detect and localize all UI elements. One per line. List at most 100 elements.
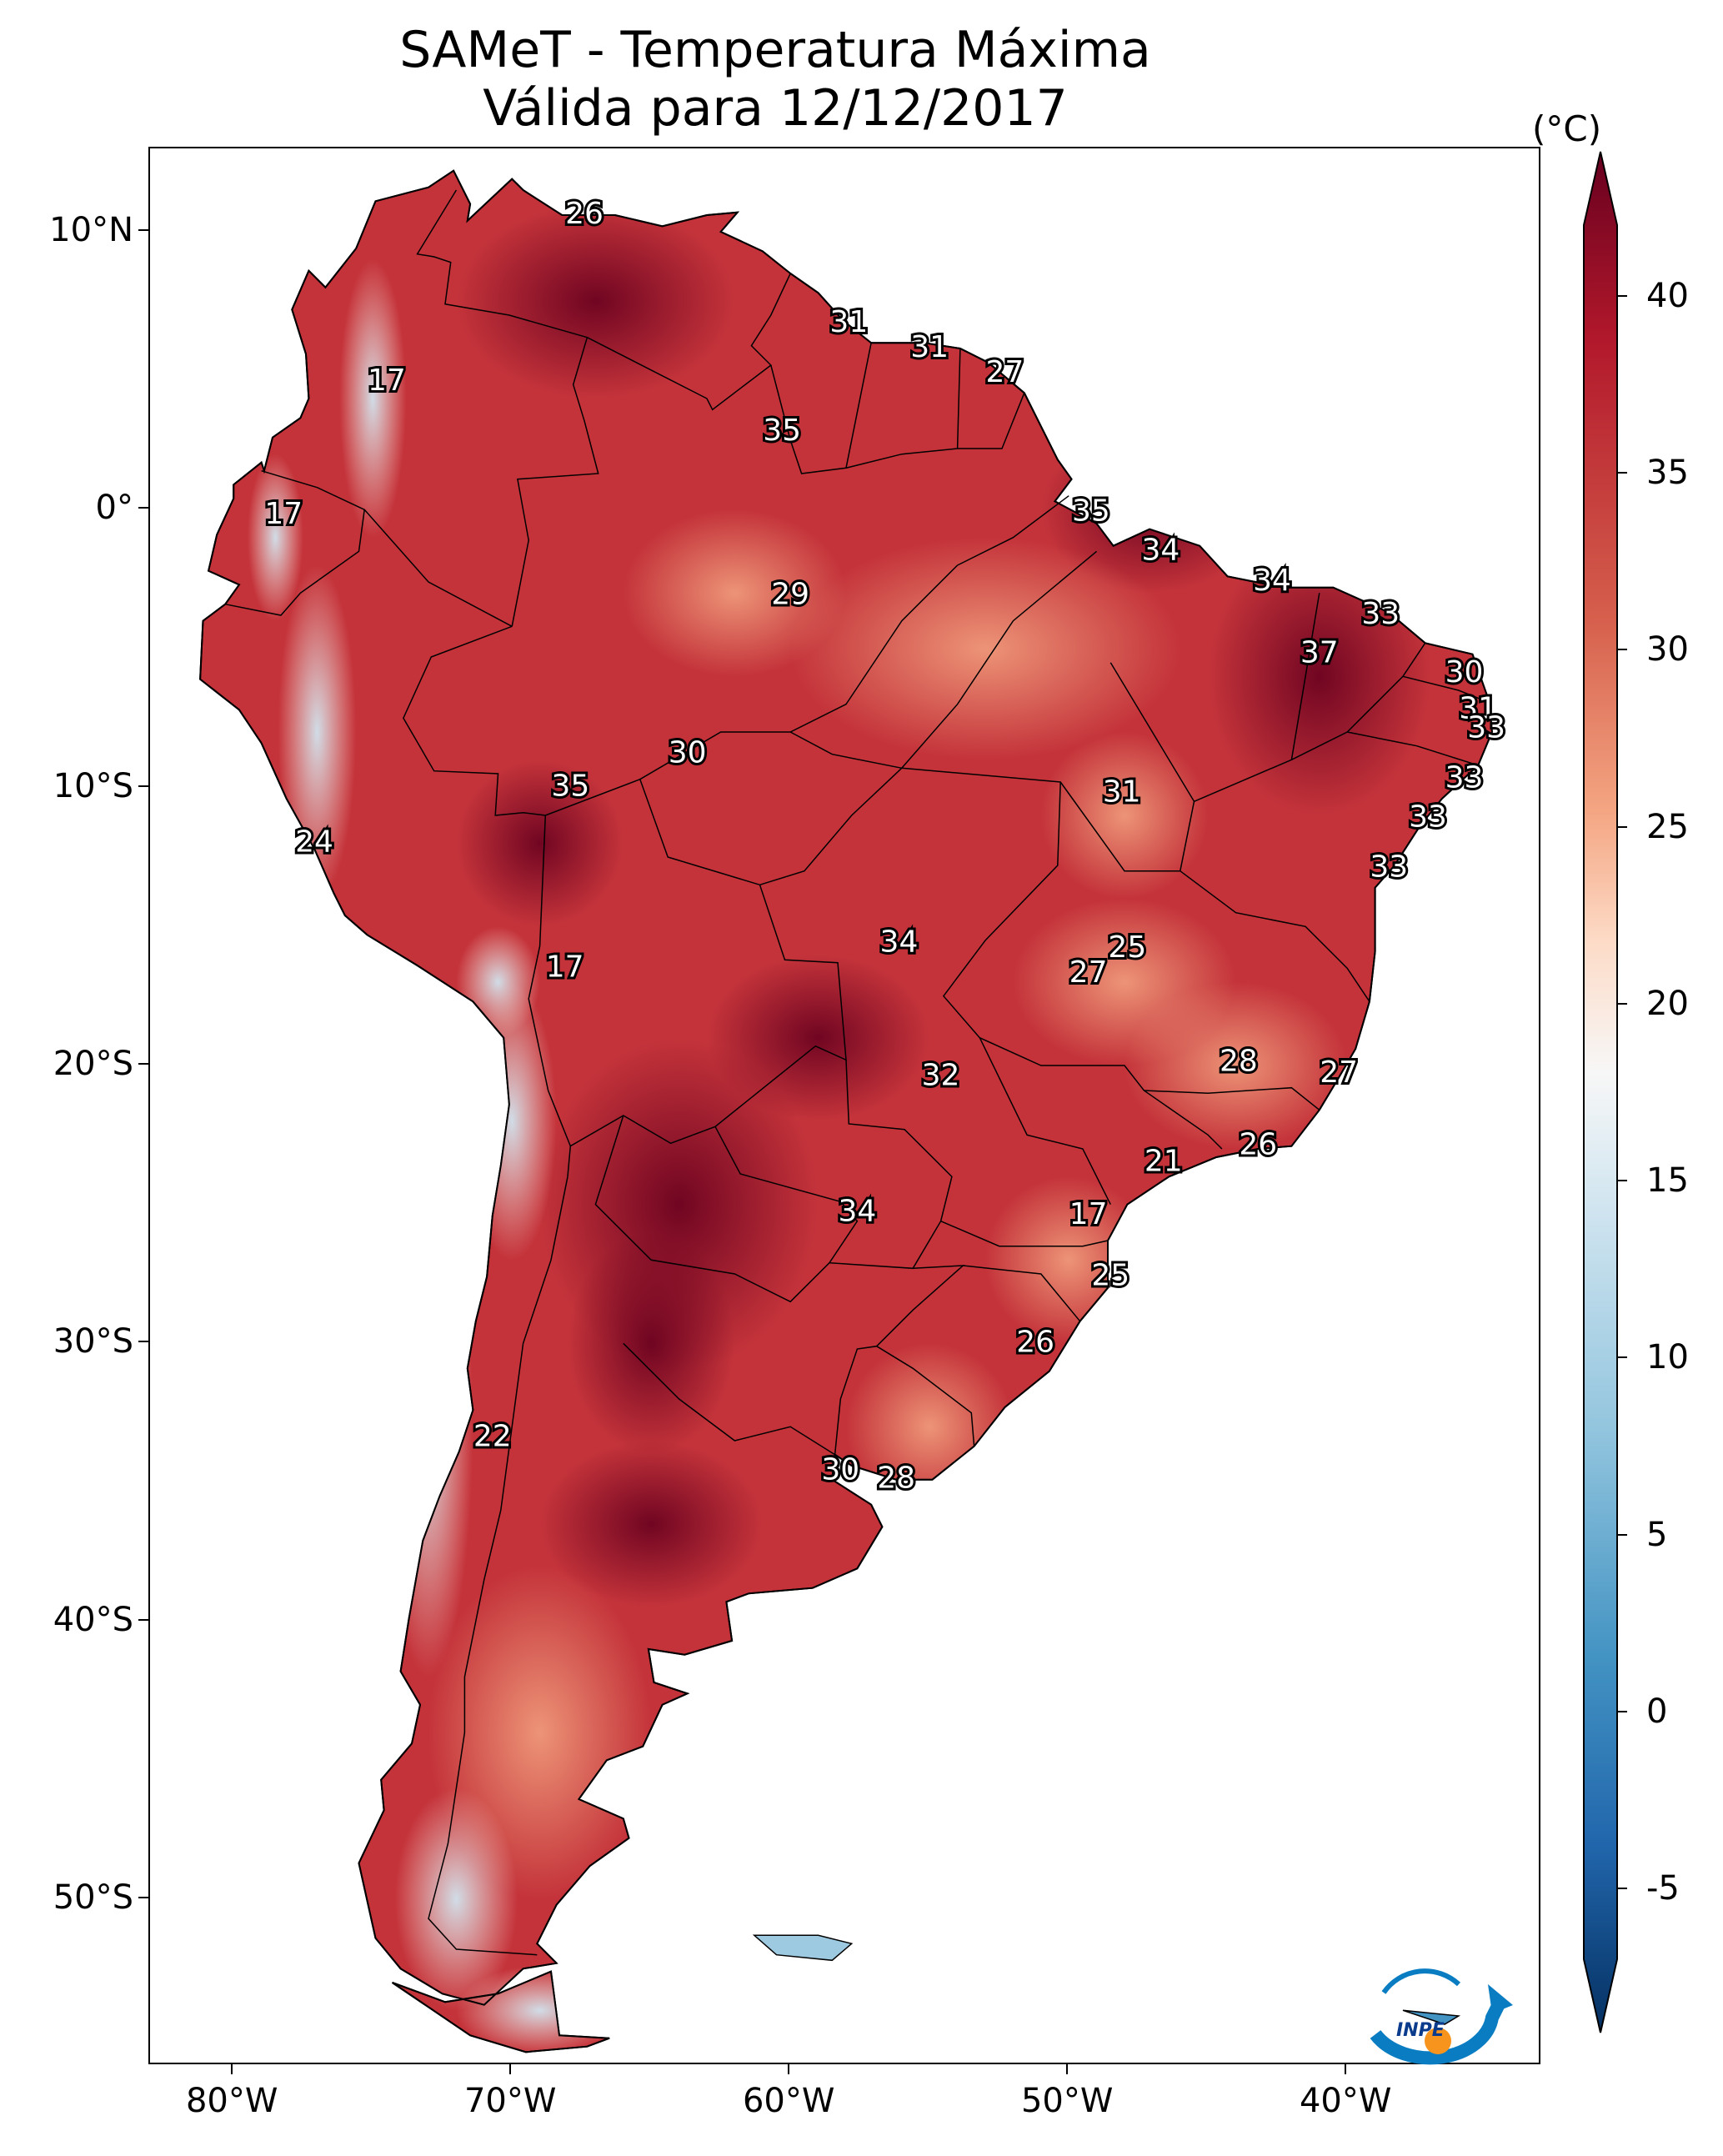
border-line-17	[639, 564, 959, 780]
temperature-shade-9	[1040, 732, 1209, 899]
map-subtitle: Válida para 12/12/2017	[483, 79, 1068, 138]
inpe-logo: INPE	[1370, 1968, 1513, 2065]
colorbar-tick-label: 40	[1646, 276, 1689, 315]
station-label: 25	[1091, 1258, 1129, 1292]
border-line-24	[1347, 731, 1479, 766]
border-line-12	[567, 1146, 572, 1177]
border-line-25	[1180, 870, 1370, 1002]
x-tick-mark	[1066, 2064, 1069, 2074]
y-tick-label: 10°N	[49, 211, 133, 249]
station-label: 17	[546, 950, 584, 984]
temperature-shade-13	[846, 1343, 1014, 1511]
border-line-0	[416, 189, 588, 338]
temperature-shade-21	[394, 1787, 518, 2011]
y-tick-mark	[138, 1897, 148, 1898]
station-label: 27	[985, 355, 1024, 389]
station-label: 27	[1069, 955, 1108, 990]
station-label: 33	[1361, 597, 1400, 631]
station-label: 31	[910, 330, 949, 364]
border-line-27	[979, 1037, 1111, 1206]
border-line-7	[225, 469, 366, 616]
y-tick-mark	[138, 507, 148, 509]
station-label: 35	[763, 414, 801, 448]
border-line-3	[770, 343, 872, 474]
x-tick-label: 40°W	[1299, 2082, 1392, 2120]
colorbar-tick-mark	[1617, 1180, 1627, 1182]
station-label: 17	[264, 497, 303, 531]
colorbar-tick-label: -5	[1646, 1869, 1680, 1908]
station-label: 31	[829, 305, 868, 339]
station-label: 33	[1409, 800, 1447, 834]
border-line-18	[1059, 662, 1195, 872]
colorbar	[1583, 151, 1618, 2033]
station-label: 34	[838, 1195, 876, 1229]
colorbar-unit-label: (°C)	[1532, 108, 1602, 149]
border-line-11	[428, 1176, 568, 1956]
border-line-20	[901, 550, 1098, 769]
temperature-shade-11	[1124, 982, 1348, 1149]
colorbar-tick-label: 25	[1646, 807, 1689, 846]
x-tick-label: 50°W	[1020, 2082, 1114, 2120]
station-label: 31	[1103, 775, 1141, 809]
border-line-19	[957, 495, 1069, 566]
border-line-23	[1402, 675, 1487, 702]
border-line-30	[594, 1115, 830, 1303]
y-tick-label: 50°S	[53, 1878, 133, 1917]
border-line-8	[363, 509, 513, 627]
station-label: 35	[551, 770, 589, 804]
temperature-shade-8	[790, 537, 1180, 760]
temperature-shade-19	[339, 259, 407, 538]
temperature-shade-16	[383, 1176, 473, 1677]
temperature-shade-20	[247, 454, 303, 621]
land-temperature-field	[199, 169, 1493, 2053]
temperature-shade-1	[456, 203, 735, 399]
map-area[interactable]: 26 17 31 31 27 35 17 35 34 29 34 33 37 30 31 33 30 35 31 33…	[148, 147, 1540, 2064]
x-tick-label: 60°W	[742, 2082, 835, 2120]
y-tick-label: 10°S	[53, 766, 133, 805]
border-line-16	[759, 767, 903, 886]
country-borders	[225, 189, 1487, 1956]
colorbar-tick-label: 30	[1646, 630, 1689, 669]
y-tick-label: 0°	[95, 489, 133, 528]
colorbar-tick-label: 10	[1646, 1338, 1689, 1377]
temperature-shade-4	[568, 1232, 735, 1455]
colorbar-tick-mark	[1617, 1710, 1627, 1712]
border-line-29	[963, 1265, 1081, 1322]
station-label: 25	[1108, 930, 1146, 965]
y-tick-mark	[138, 785, 148, 787]
x-tick-mark	[509, 2064, 512, 2074]
colorbar-tick-mark	[1617, 1533, 1627, 1536]
y-tick-mark	[138, 1063, 148, 1065]
colorbar-tick-label: 20	[1646, 984, 1689, 1023]
temperature-shade-5	[539, 1441, 763, 1607]
island-1	[1402, 2009, 1461, 2025]
station-label: 33	[1445, 761, 1484, 795]
x-tick-mark	[788, 2064, 790, 2074]
colorbar-tick-mark	[1617, 1356, 1627, 1359]
station-label: 21	[1144, 1145, 1183, 1179]
station-label: 33	[1370, 850, 1408, 884]
x-tick-label: 80°W	[185, 2082, 278, 2120]
y-tick-mark	[138, 1341, 148, 1343]
colorbar-tick-mark	[1617, 1002, 1627, 1005]
station-label: 34	[1253, 564, 1291, 598]
border-line-31	[623, 1342, 835, 1456]
station-label: 34	[1142, 533, 1180, 567]
logo-text: INPE	[1396, 2020, 1445, 2041]
border-line-9	[528, 778, 847, 1147]
station-label: 17	[1069, 1197, 1108, 1231]
station-label: 26	[565, 197, 604, 231]
x-tick-label: 70°W	[463, 2082, 557, 2120]
colorbar-tick-label: 0	[1646, 1692, 1668, 1731]
temperature-shade-15	[623, 509, 847, 677]
colorbar-tick-mark	[1617, 1888, 1627, 1890]
station-label: 26	[1016, 1325, 1054, 1359]
colorbar-tick-label: 5	[1646, 1515, 1668, 1554]
temperature-shade-23	[456, 926, 540, 1038]
station-label: 29	[771, 578, 809, 612]
island-0	[752, 1934, 854, 1962]
station-label: 30	[669, 736, 707, 770]
station-label: 17	[368, 364, 406, 398]
station-label: 30	[1445, 655, 1484, 689]
